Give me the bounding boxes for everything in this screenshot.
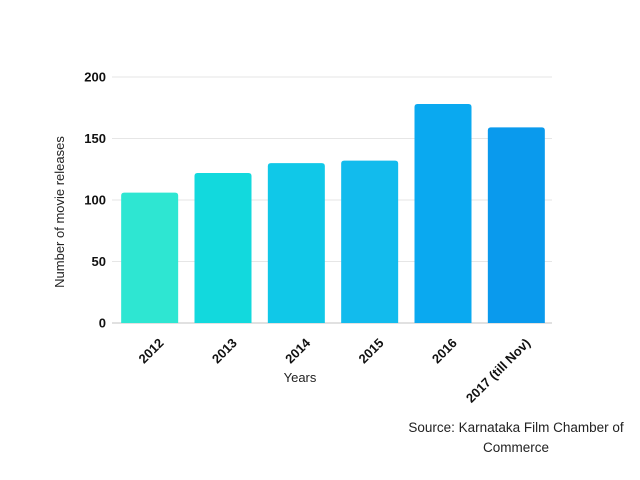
bars [121, 104, 545, 324]
x-tick-label: 2013 [209, 335, 240, 366]
x-tick-label: 2014 [282, 335, 314, 367]
bar-2016 [414, 104, 472, 323]
x-axis-ticks: 2012 2013 2014 2015 2016 2017 (till Nov) [136, 335, 534, 406]
y-axis-ticks: 0 50 100 150 200 [84, 70, 106, 331]
source-note: Source: Karnataka Film Chamber of Commer… [408, 420, 624, 455]
bar-2017 [487, 127, 545, 324]
y-tick-label: 50 [92, 254, 106, 269]
y-tick-label: 200 [84, 70, 106, 85]
bar-2013 [194, 172, 252, 323]
bar-2014 [267, 163, 325, 323]
x-axis-title: Years [284, 370, 317, 385]
x-tick-label: 2012 [136, 335, 167, 366]
x-tick-label: 2015 [356, 335, 387, 366]
bar-2012 [121, 192, 179, 323]
y-tick-label: 100 [84, 193, 106, 208]
bar-2015 [341, 160, 399, 323]
gridlines [112, 76, 552, 324]
x-tick-label: 2017 (till Nov) [463, 335, 533, 405]
x-tick-label: 2016 [429, 335, 460, 366]
y-tick-label: 150 [84, 131, 106, 146]
y-axis-title: Number of movie releases [52, 136, 67, 288]
y-tick-label: 0 [99, 316, 106, 331]
